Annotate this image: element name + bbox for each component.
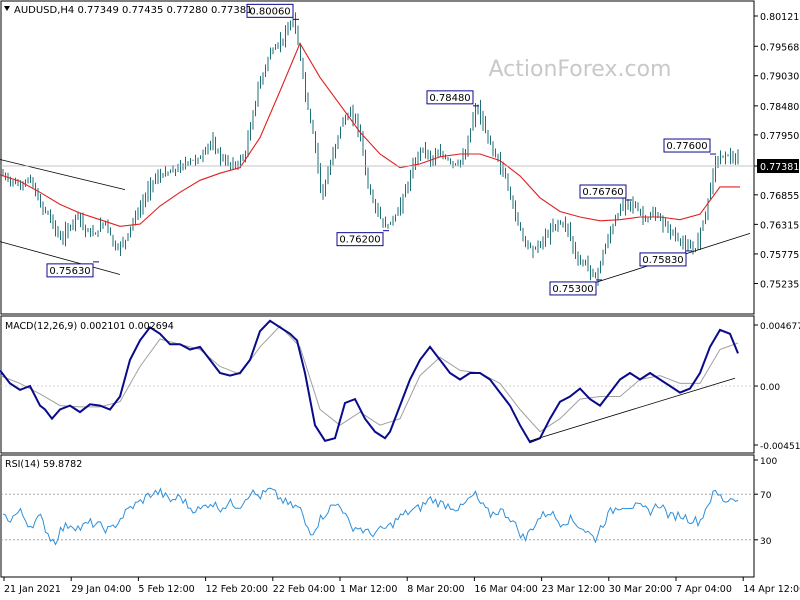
annotation-label: 0.80060	[249, 6, 290, 17]
rsi-tick-label: 70	[760, 491, 772, 501]
macd-main-line	[0, 319, 739, 444]
price-tick-label: 0.76315	[760, 220, 799, 231]
price-annotation: 0.77600	[663, 138, 716, 155]
time-tick-label: 7 Apr 04:00	[676, 584, 732, 595]
price-annotation: 0.75830	[639, 250, 692, 267]
price-tick-label: 0.77950	[760, 131, 799, 142]
rsi-tick-label: 100	[760, 457, 777, 467]
price-tick-label: 0.80121	[760, 12, 799, 23]
price-tick-label: 0.75235	[760, 280, 799, 291]
annotation-label: 0.76760	[582, 187, 623, 198]
price-annotation: 0.78480	[426, 90, 479, 107]
symbol-icon	[4, 6, 10, 11]
time-tick-label: 16 Mar 04:00	[474, 584, 537, 595]
rsi-line	[2, 487, 739, 546]
annotation-label: 0.77600	[666, 141, 707, 152]
macd-lines	[0, 319, 739, 444]
time-tick-label: 12 Feb 20:00	[206, 584, 268, 595]
annotation-box	[46, 263, 94, 278]
annotation-box	[663, 138, 711, 153]
rsi-levels	[1, 493, 754, 541]
time-tick-label: 30 Mar 20:00	[609, 584, 672, 595]
time-tick-label: 14 Apr 12:00	[743, 584, 800, 595]
time-tick-label: 21 Jan 2021	[4, 584, 61, 595]
price-panel-frame	[0, 0, 755, 315]
macd-tick-label: 0.00	[760, 383, 780, 393]
price-annotations: 0.80060 0.78480 0.77600 0.76760 0.76200 0.756…	[46, 3, 716, 296]
time-tick-label: 23 Mar 12:00	[542, 584, 605, 595]
annotation-label: 0.75300	[552, 284, 593, 295]
time-tick-label: 5 Feb 12:00	[138, 584, 194, 595]
trendline	[0, 159, 126, 190]
price-tick-label: 0.79030	[760, 72, 799, 83]
price-tick-label: 0.76855	[760, 191, 799, 202]
rsi-axis: 100 70 30	[754, 457, 777, 547]
rsi-tick-label: 30	[760, 537, 772, 547]
time-tick-label: 29 Jan 04:00	[71, 584, 131, 595]
annotation-label: 0.75630	[49, 266, 90, 277]
price-tick-label: 0.79568	[760, 42, 799, 53]
price-axis: 0.80121 0.79568 0.79030 0.78480 0.77950 0.773…	[754, 12, 799, 291]
rsi-title: RSI(14) 59.8782	[5, 459, 82, 470]
price-annotation: 0.76760	[579, 184, 632, 201]
macd-axis: 0.004677 0.00 -0.004519	[754, 322, 800, 452]
price-tick-label: 0.78480	[760, 102, 799, 113]
annotation-box	[426, 90, 474, 105]
rsi-series-line	[2, 487, 739, 546]
annotation-label: 0.78480	[429, 93, 470, 104]
symbol-title: AUDUSD,H4 0.77349 0.77435 0.77280 0.7738…	[14, 5, 252, 16]
trendline	[0, 241, 121, 275]
time-tick-label: 1 Mar 12:00	[340, 584, 397, 595]
watermark: ActionForex.com	[489, 57, 672, 82]
macd-trendline	[529, 377, 736, 442]
annotation-box	[246, 3, 294, 18]
moving-average	[0, 42, 740, 227]
macd-signal-line	[0, 325, 739, 433]
macd-tick-label: -0.004519	[760, 442, 800, 452]
current-price-label: 0.77381	[760, 162, 799, 173]
time-tick-label: 8 Mar 20:00	[407, 584, 464, 595]
annotation-box	[639, 252, 687, 267]
macd-title: MACD(12,26,9) 0.002101 0.002694	[5, 321, 174, 332]
macd-tick-label: 0.004677	[760, 322, 800, 332]
rsi-panel-frame	[0, 454, 755, 578]
macd-panel-frame	[0, 315, 755, 454]
annotation-label: 0.75830	[642, 255, 683, 266]
price-annotation: 0.80060	[246, 3, 299, 20]
annotation-box	[336, 232, 384, 247]
annotation-box	[579, 184, 627, 199]
price-annotation: 0.75300	[549, 279, 602, 296]
price-trendlines	[0, 159, 754, 284]
price-tick-label: 0.75775	[760, 250, 799, 261]
annotation-label: 0.76200	[339, 235, 380, 246]
price-annotation: 0.76200	[336, 230, 389, 247]
annotation-box	[549, 281, 597, 296]
ma-line	[0, 42, 740, 227]
time-tick-label: 22 Feb 04:00	[273, 584, 335, 595]
price-annotation: 0.75630	[46, 261, 99, 278]
current-price-box	[757, 159, 799, 174]
time-axis: 21 Jan 2021 29 Jan 04:00 5 Feb 12:00 12 Feb…	[3, 577, 800, 595]
